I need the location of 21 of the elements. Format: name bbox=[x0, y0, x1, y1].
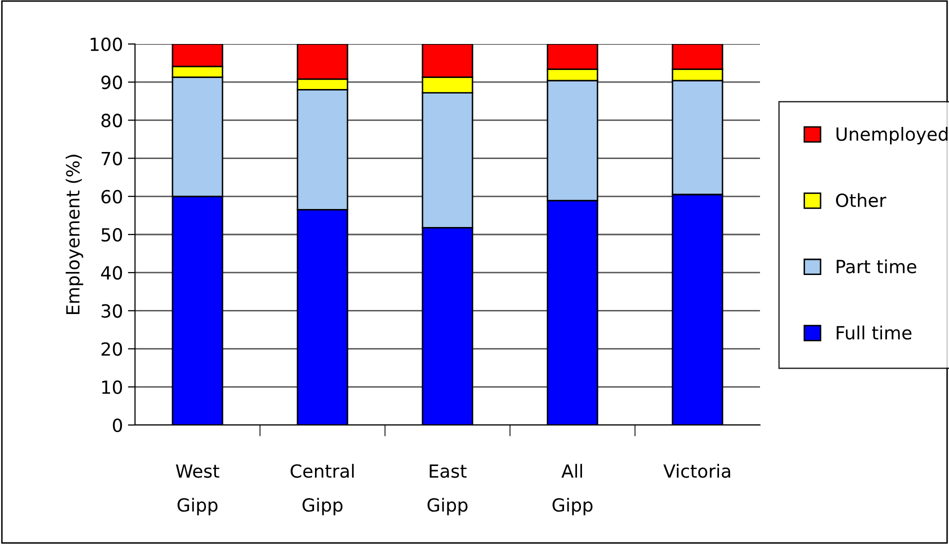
y-tick-label: 50 bbox=[102, 228, 122, 242]
legend-label: Full time bbox=[836, 326, 912, 340]
x-tick-label: West Gipp bbox=[176, 464, 220, 516]
y-tick-label: 40 bbox=[101, 266, 122, 280]
y-tick-label: 20 bbox=[102, 342, 122, 356]
x-tick-label: East Gipp bbox=[428, 464, 468, 516]
y-tick-label: 80 bbox=[101, 114, 122, 128]
y-tick-label: 100 bbox=[90, 37, 122, 52]
y-tick-label: 30 bbox=[102, 304, 122, 318]
y-tick-label: 90 bbox=[101, 76, 122, 90]
legend-label: Unemployed bbox=[836, 126, 948, 144]
y-tick-label: 70 bbox=[102, 152, 122, 166]
y-axis-title: Employement (%) bbox=[66, 154, 84, 314]
y-tick-label: 60 bbox=[101, 190, 122, 204]
x-tick-label: Victoria bbox=[663, 464, 730, 478]
x-tick-label: Central Gipp bbox=[290, 464, 354, 516]
y-tick-label: 10 bbox=[102, 380, 122, 394]
y-tick-label: 0 bbox=[112, 418, 122, 432]
legend-label: Other bbox=[836, 193, 886, 208]
x-tick-label: All Gipp bbox=[552, 464, 592, 516]
legend-label: Part time bbox=[836, 259, 916, 274]
